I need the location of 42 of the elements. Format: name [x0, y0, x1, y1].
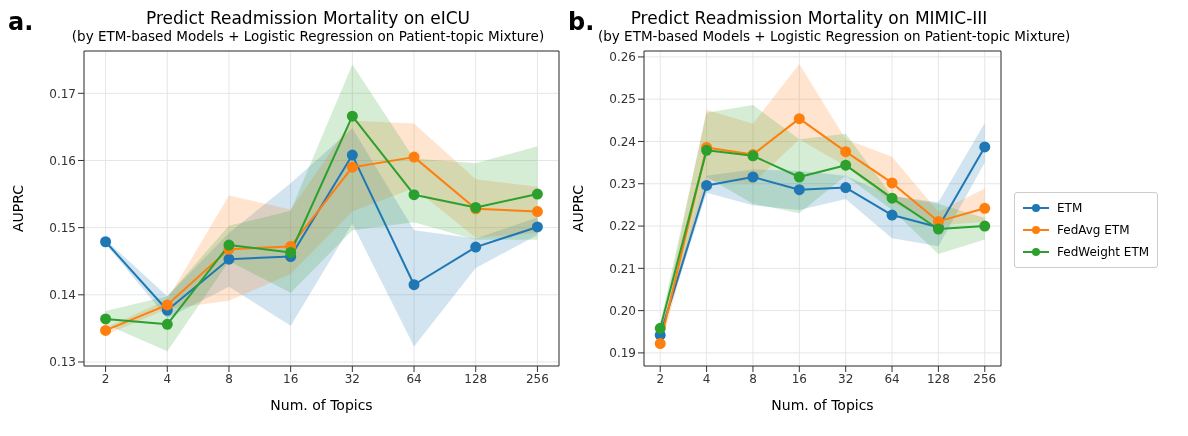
x-axis-title: Num. of Topics — [270, 397, 373, 413]
text: a. — [8, 8, 34, 36]
chart-subtitle: (by ETM-based Models + Logistic Regression on Patient-topic Mixture) — [598, 28, 1071, 44]
y-tick-label: 0.16 — [49, 153, 76, 168]
y-tick-label: 0.21 — [609, 261, 636, 276]
x-tick-label: 256 — [973, 371, 997, 386]
y-tick-label: 0.20 — [609, 303, 636, 318]
x-tick-label: 8 — [225, 371, 233, 386]
legend-label: FedAvg ETM — [1057, 223, 1130, 237]
legend-label: FedWeight ETM — [1057, 245, 1150, 259]
y-tick-label: 0.25 — [609, 92, 636, 107]
x-tick-label: 32 — [838, 371, 854, 386]
x-tick-label: 128 — [926, 371, 950, 386]
x-tick-label: 64 — [406, 371, 422, 386]
x-tick-label: 256 — [525, 371, 549, 386]
y-tick-label: 0.19 — [609, 346, 636, 361]
x-tick-label: 8 — [749, 371, 757, 386]
legend-label: ETM — [1057, 201, 1083, 215]
chart-title: Predict Readmission Mortality on eICU — [145, 8, 471, 28]
x-tick-label: 128 — [464, 371, 488, 386]
x-tick-label: 2 — [656, 371, 665, 386]
x-tick-label: 4 — [702, 371, 711, 386]
x-tick-label: 16 — [283, 371, 299, 386]
y-tick-label: 0.13 — [49, 355, 76, 370]
y-tick-label: 0.26 — [609, 50, 636, 65]
x-tick-label: 4 — [163, 371, 172, 386]
x-tick-label: 16 — [791, 371, 807, 386]
x-tick-label: 2 — [101, 371, 110, 386]
y-tick-label: 0.17 — [49, 86, 76, 101]
y-tick-label: 0.23 — [609, 177, 636, 192]
chart-subtitle: (by ETM-based Models + Logistic Regression on Patient-topic Mixture) — [71, 28, 545, 44]
y-tick-label: 0.24 — [609, 134, 636, 149]
y-axis-title: AUPRC — [9, 184, 26, 233]
x-axis-title: Num. of Topics — [771, 397, 874, 413]
x-tick-label: 64 — [884, 371, 900, 386]
text: b. — [568, 8, 595, 36]
y-tick-label: 0.14 — [49, 288, 76, 303]
y-axis-title: AUPRC — [569, 184, 586, 233]
y-tick-label: 0.15 — [49, 220, 76, 235]
y-tick-label: 0.22 — [609, 219, 636, 234]
chart-title: Predict Readmission Mortality on MIMIC-III — [629, 8, 989, 28]
x-tick-label: 32 — [344, 371, 360, 386]
